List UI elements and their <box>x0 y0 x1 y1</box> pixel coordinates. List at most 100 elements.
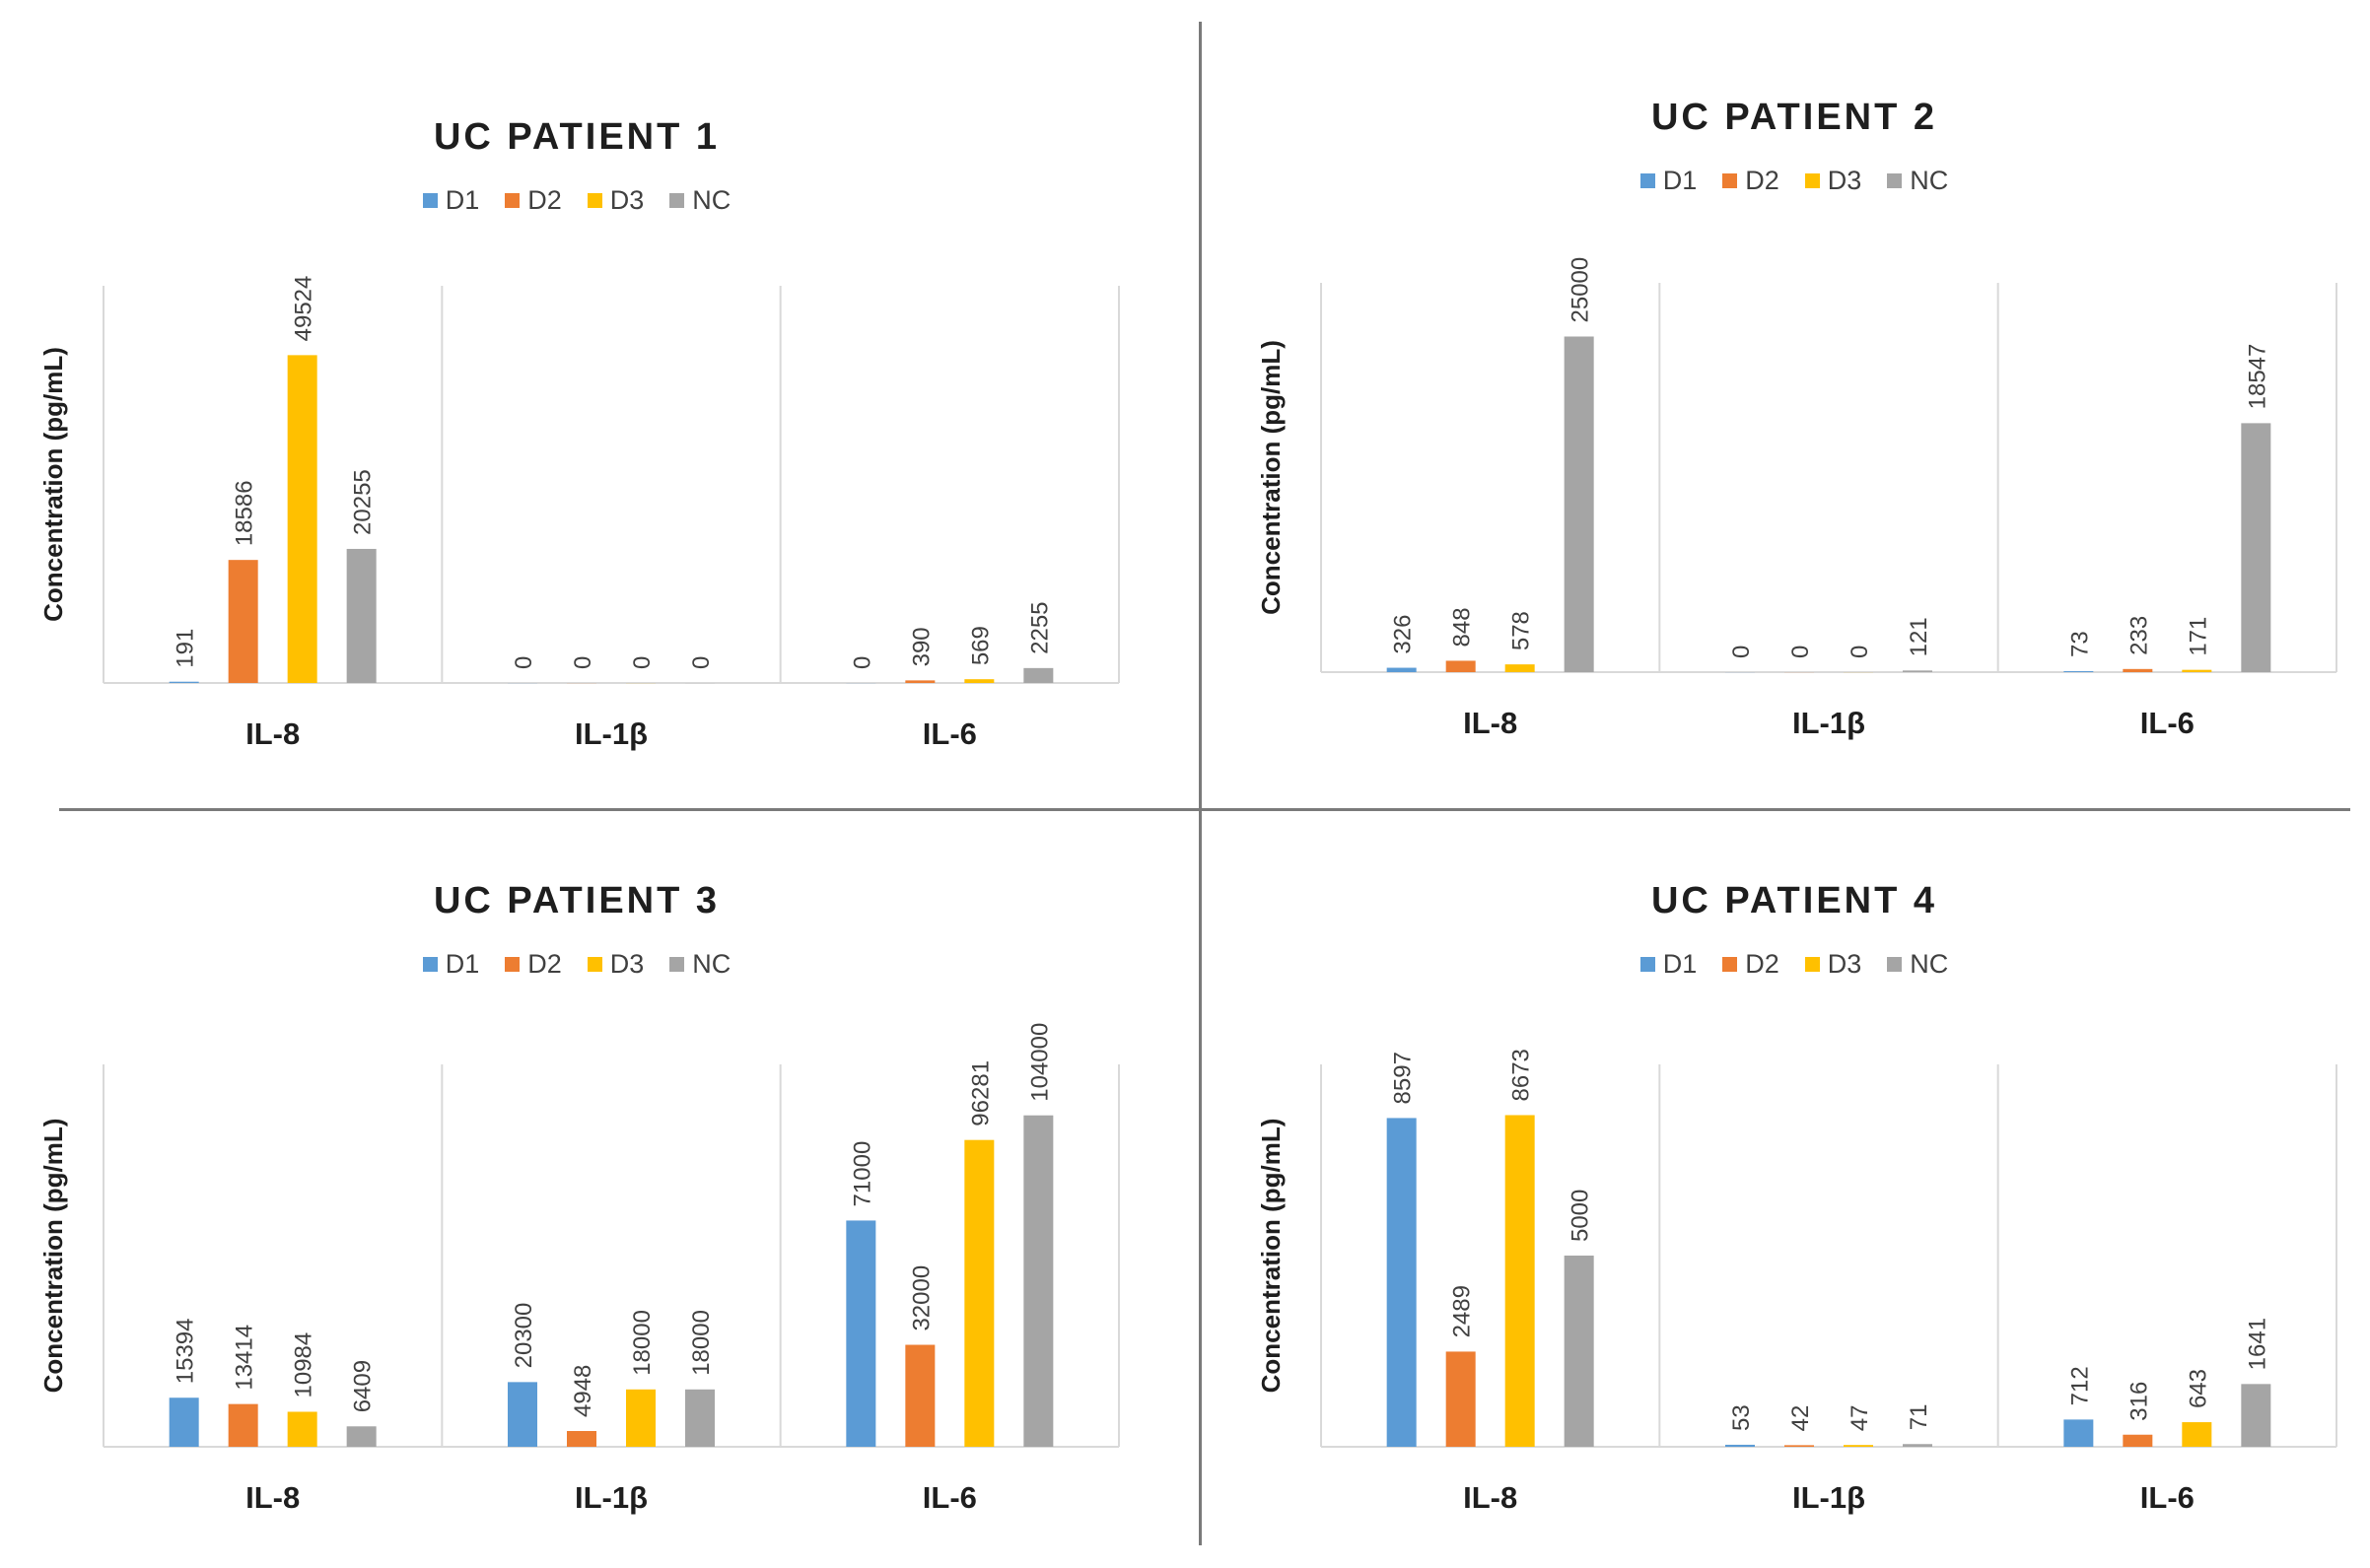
bar-nc <box>1023 667 1054 683</box>
y-axis-label: Concentration (pg/mL) <box>1256 1119 1286 1394</box>
legend-item-d1: D1 <box>1639 166 1697 196</box>
legend-item-d3: D3 <box>587 185 645 216</box>
bar-nc <box>2241 1384 2271 1447</box>
legend-swatch-d3 <box>587 957 602 972</box>
bar-d1 <box>169 681 199 683</box>
data-label: 0 <box>1728 646 1755 658</box>
bar-d1 <box>1386 667 1417 672</box>
bar-d2 <box>905 680 936 683</box>
legend-item-d1: D1 <box>422 949 479 980</box>
data-label: 71000 <box>849 1141 875 1207</box>
legend-item-d2: D2 <box>505 185 562 216</box>
data-label: 18586 <box>232 480 258 546</box>
legend-label: D2 <box>1745 166 1779 195</box>
data-label: 13414 <box>232 1325 258 1391</box>
data-label: 2489 <box>1449 1285 1476 1337</box>
bar-d2 <box>1445 1351 1476 1447</box>
chart-title: UC PATIENT 2 <box>1650 97 1938 138</box>
data-label: 0 <box>570 656 596 669</box>
data-label: 121 <box>1906 617 1932 656</box>
bar-d2 <box>905 1344 936 1447</box>
legend-item-d3: D3 <box>1804 949 1862 980</box>
data-label: 316 <box>2126 1382 2152 1421</box>
y-axis-label: Concentration (pg/mL) <box>38 347 68 622</box>
legend-swatch-nc <box>1887 957 1903 972</box>
legend-label: NC <box>692 949 732 979</box>
legend: D1 D2 D3 NC <box>20 185 1134 216</box>
data-label: 6409 <box>350 1360 377 1412</box>
legend-item-nc: NC <box>1887 949 1948 980</box>
data-label: 4948 <box>570 1365 596 1417</box>
chart-title: UC PATIENT 1 <box>433 116 721 158</box>
bar-d3 <box>287 355 317 683</box>
legend: D1 D2 D3 NC <box>20 949 1134 980</box>
data-label: 0 <box>511 656 537 669</box>
legend-item-nc: NC <box>1887 166 1948 196</box>
bar-d2 <box>2123 1434 2153 1447</box>
legend-label: D2 <box>527 949 562 979</box>
data-label: 191 <box>173 629 199 668</box>
data-label: 0 <box>1847 646 1873 658</box>
bar-d3 <box>1504 1115 1535 1447</box>
bar-d1 <box>1386 1118 1417 1447</box>
bar-d3 <box>626 1389 656 1447</box>
legend-item-d3: D3 <box>1804 166 1861 196</box>
legend-swatch-d3 <box>1804 957 1820 972</box>
data-label: 47 <box>1847 1404 1873 1431</box>
bar-d3 <box>1504 664 1535 672</box>
legend-label: D3 <box>1827 949 1862 979</box>
bar-d2 <box>567 1431 596 1447</box>
bar-d3 <box>2182 669 2212 672</box>
bar-nc <box>1903 1444 1932 1447</box>
data-label: 104000 <box>1026 1023 1053 1102</box>
bar-chart-2: Concentration (pg/mL) IL-8 326 848 578 25000 I… <box>1256 257 2337 740</box>
bar-nc <box>2241 423 2271 672</box>
legend-item-d2: D2 <box>1722 166 1779 196</box>
legend-item-d2: D2 <box>1722 949 1779 980</box>
x-tick-label: IL-6 <box>923 716 977 751</box>
bar-d3 <box>964 1139 995 1447</box>
chart-panel-3: UC PATIENT 3 D1 D2 D3 NC Concentration (… <box>20 862 1134 1552</box>
legend: D1 D2 D3 NC <box>1237 949 2351 980</box>
data-label: 20255 <box>350 469 377 535</box>
bar-d1 <box>846 1220 876 1447</box>
bar-chart-1: Concentration (pg/mL) IL-8 191 18586 49524 20… <box>38 276 1120 751</box>
bar-d1 <box>1725 1444 1755 1447</box>
legend-swatch-nc <box>669 957 685 972</box>
bar-nc <box>346 548 377 683</box>
chart-panel-4: UC PATIENT 4 D1 D2 D3 NC Concentration (… <box>1237 862 2351 1552</box>
data-label: 712 <box>2066 1366 2093 1405</box>
data-label: 8597 <box>1390 1052 1417 1104</box>
data-label: 171 <box>2185 617 2211 656</box>
x-tick-label: IL-8 <box>245 1480 300 1515</box>
bar-nc <box>1564 336 1594 672</box>
x-tick-label: IL-8 <box>1463 1480 1517 1515</box>
bar-d2 <box>1784 1445 1814 1447</box>
y-axis-label: Concentration (pg/mL) <box>1256 340 1286 615</box>
data-label: 18547 <box>2244 344 2270 410</box>
data-label: 73 <box>2066 631 2093 657</box>
legend-label: D2 <box>1745 949 1779 979</box>
legend-label: D1 <box>445 185 480 215</box>
bar-d2 <box>2123 668 2153 672</box>
chart-panel-2: UC PATIENT 2 D1 D2 D3 NC Concentration (… <box>1237 79 2351 769</box>
legend-swatch-d1 <box>1639 957 1655 972</box>
data-label: 53 <box>1728 1404 1755 1431</box>
data-label: 1641 <box>2244 1318 2270 1370</box>
chart-title: UC PATIENT 3 <box>433 880 721 921</box>
legend-swatch-d1 <box>422 193 438 208</box>
data-label: 0 <box>849 656 875 669</box>
x-tick-label: IL-6 <box>2140 1480 2195 1515</box>
bar-nc <box>1903 670 1932 672</box>
bar-chart-4: Concentration (pg/mL) IL-8 8597 2489 8673 500… <box>1256 1049 2337 1515</box>
legend-swatch-d3 <box>587 193 602 208</box>
data-label: 643 <box>2185 1369 2211 1408</box>
bar-chart-3: Concentration (pg/mL) IL-8 15394 13414 10984… <box>38 1023 1120 1515</box>
legend-label: D3 <box>609 185 645 215</box>
data-label: 233 <box>2126 616 2152 655</box>
legend-item-d1: D1 <box>1639 949 1697 980</box>
y-axis-label: Concentration (pg/mL) <box>38 1119 68 1394</box>
legend-item-nc: NC <box>669 185 731 216</box>
data-label: 96281 <box>967 1060 994 1126</box>
